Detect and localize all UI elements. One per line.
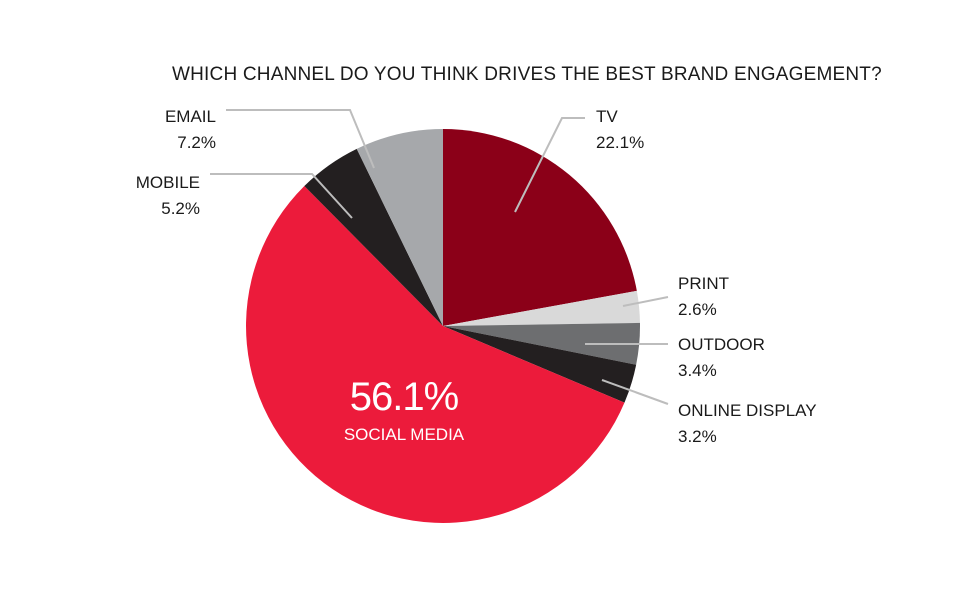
slice-label-social-media: SOCIAL MEDIA <box>344 425 465 444</box>
pie-slice-mobile <box>304 148 443 326</box>
pie-slice-outdoor <box>443 322 641 365</box>
leader-line-mobile <box>210 173 353 219</box>
chart-title: WHICH CHANNEL DO YOU THINK DRIVES THE BE… <box>172 64 882 85</box>
leader-lines <box>210 109 669 405</box>
slice-value-email: 7.2% <box>177 133 216 152</box>
slice-label-mobile: MOBILE <box>136 173 200 192</box>
leader-line-email <box>226 109 375 169</box>
pie-slice-online-display <box>443 326 637 403</box>
pie-slices <box>246 129 641 523</box>
slice-value-social-media: 56.1% <box>350 375 459 419</box>
slice-value-tv: 22.1% <box>596 133 644 152</box>
leader-line-tv <box>514 117 585 213</box>
slice-label-print: PRINT <box>678 274 729 293</box>
slice-value-outdoor: 3.4% <box>678 361 717 380</box>
pie-slice-social-media <box>246 186 625 523</box>
pie-slice-email <box>356 129 443 326</box>
slice-value-online-display: 3.2% <box>678 427 717 446</box>
pie-slice-tv <box>443 129 637 326</box>
slice-value-mobile: 5.2% <box>161 199 200 218</box>
pie-slice-print <box>443 290 640 326</box>
leader-line-online-display <box>601 379 669 405</box>
slice-label-email: EMAIL <box>165 107 216 126</box>
slice-value-print: 2.6% <box>678 300 717 319</box>
slice-label-tv: TV <box>596 107 618 126</box>
slice-labels: TV 22.1% PRINT 2.6% OUTDOOR 3.4% ONLINE DISPLA… <box>136 107 817 446</box>
leader-line-print <box>622 296 669 307</box>
slice-label-outdoor: OUTDOOR <box>678 335 765 354</box>
slice-label-online-display: ONLINE DISPLAY <box>678 401 817 420</box>
